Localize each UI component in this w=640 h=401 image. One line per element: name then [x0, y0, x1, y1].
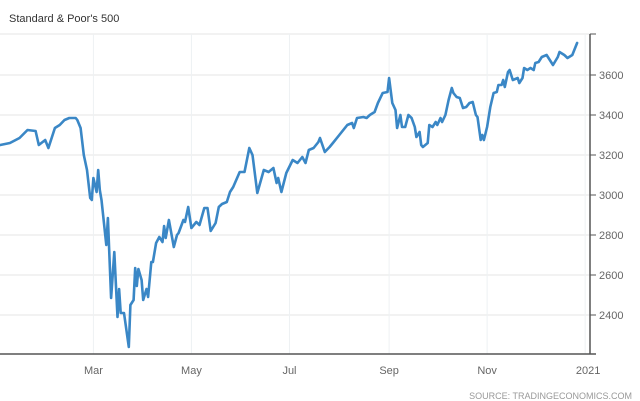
y-tick-label: 2800	[599, 230, 623, 242]
y-tick-label: 3000	[599, 190, 623, 202]
x-tick-label: Mar	[84, 365, 103, 377]
x-tick-label: May	[181, 365, 202, 377]
y-tick-label: 3600	[599, 70, 623, 82]
axes	[0, 34, 596, 355]
chart-title: Standard & Poor's 500	[9, 13, 119, 25]
y-axis-ticks: 2400 2600 2800 3000 3200 3400 3600	[590, 33, 623, 322]
y-tick-label: 3200	[599, 150, 623, 162]
y-tick-label: 3400	[599, 110, 623, 122]
x-tick-label: Sep	[379, 365, 399, 377]
x-axis-ticks: Mar May Jul Sep Nov 2021	[84, 365, 600, 377]
x-tick-label: Jul	[282, 365, 296, 377]
y-tick-label: 2400	[599, 310, 623, 322]
x-tick-label: 2021	[576, 365, 600, 377]
y-tick-label: 2600	[599, 270, 623, 282]
x-tick-label: Nov	[477, 365, 497, 377]
series-line	[0, 41, 579, 349]
source-label: SOURCE: TRADINGECONOMICS.COM	[469, 391, 632, 401]
